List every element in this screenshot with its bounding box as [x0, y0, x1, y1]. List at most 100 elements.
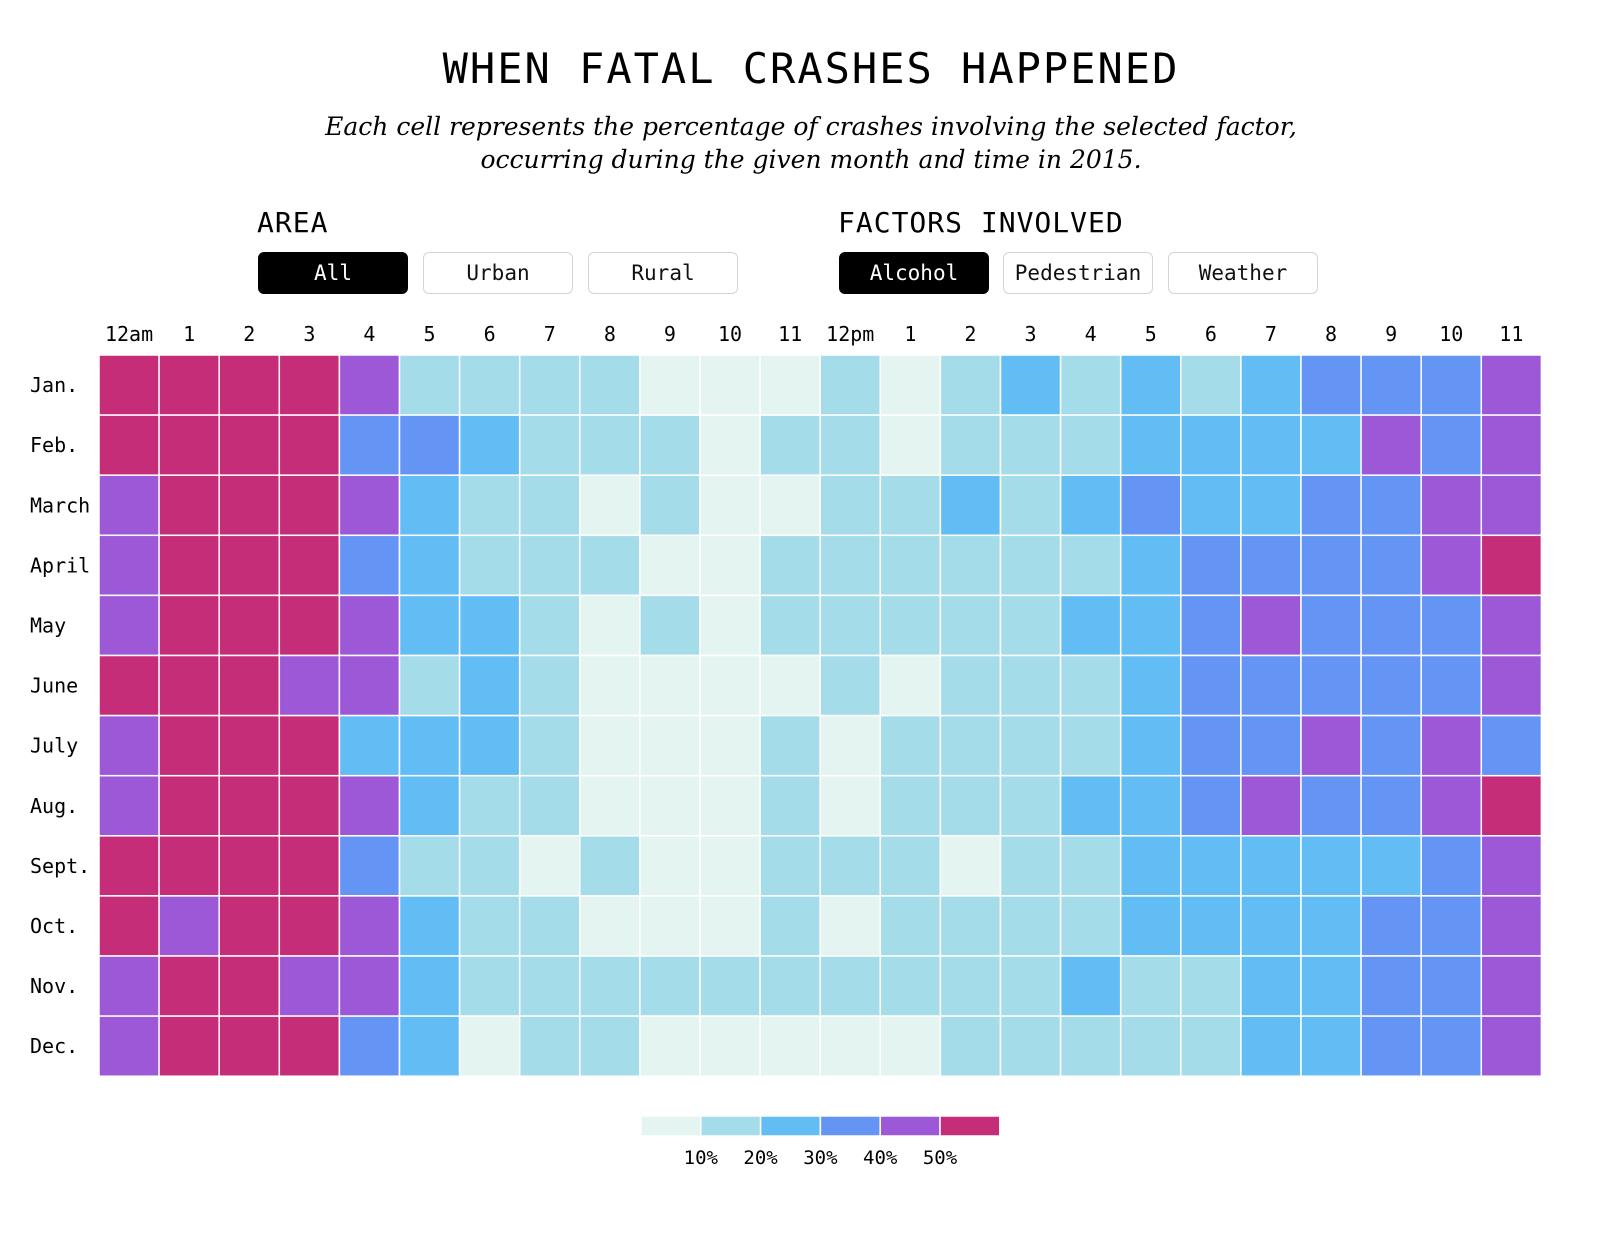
heatmap-cell [639, 1015, 701, 1077]
heatmap-cell [1119, 774, 1182, 837]
heatmap-cell [1059, 414, 1122, 476]
heatmap-cell [699, 354, 761, 416]
heatmap-cell [458, 414, 521, 476]
x-tick-label: 8 [1325, 322, 1337, 346]
heatmap-cell [939, 354, 1002, 416]
heatmap-cell [518, 955, 581, 1017]
heatmap-cell [819, 895, 882, 957]
heatmap-cell [98, 955, 160, 1017]
heatmap-cell [1119, 354, 1182, 416]
heatmap-cell [1180, 534, 1242, 597]
heatmap-cell [338, 1015, 401, 1077]
heatmap-cell [699, 774, 761, 837]
x-tick-label: 7 [1265, 322, 1277, 346]
heatmap-cell [98, 714, 160, 777]
heatmap-cell [999, 955, 1062, 1017]
heatmap-cell [1240, 1015, 1302, 1077]
heatmap-cell [879, 654, 942, 717]
area-all-button[interactable]: All [258, 252, 408, 294]
area-label: AREA [257, 206, 329, 239]
heatmap-cell [1480, 594, 1543, 657]
heatmap-cell [999, 534, 1062, 597]
heatmap-cell [1059, 895, 1122, 957]
heatmap-cell [999, 594, 1062, 657]
heatmap-cell [278, 534, 341, 597]
heatmap-cell [338, 895, 401, 957]
heatmap-cell [1240, 654, 1302, 717]
heatmap-cell [1119, 474, 1182, 537]
heatmap-cell [218, 835, 281, 897]
heatmap-cell [98, 534, 160, 597]
heatmap-cell [579, 474, 641, 537]
heatmap-cell [158, 835, 220, 897]
heatmap-cell [579, 955, 641, 1017]
heatmap-cell [98, 895, 160, 957]
y-tick-label: May [30, 613, 66, 637]
x-tick-label: 3 [303, 322, 315, 346]
heatmap-cell [458, 774, 521, 837]
heatmap-cell [1300, 955, 1362, 1017]
heatmap-cell [338, 474, 401, 537]
heatmap-cell [218, 1015, 281, 1077]
heatmap-cell [1240, 414, 1302, 476]
heatmap-cell [879, 354, 942, 416]
heatmap-cell [458, 354, 521, 416]
heatmap-cell [1059, 654, 1122, 717]
heatmap-cell [819, 594, 882, 657]
heatmap-cell [1119, 534, 1182, 597]
heatmap-cell [1240, 354, 1302, 416]
heatmap-cell [759, 654, 821, 717]
heatmap-cell [999, 774, 1062, 837]
heatmap-cell [398, 534, 461, 597]
heatmap-cell [1360, 1015, 1422, 1077]
heatmap-cell [338, 414, 401, 476]
heatmap-cell [278, 594, 341, 657]
heatmap-cell [1180, 895, 1242, 957]
heatmap-cell [1300, 835, 1362, 897]
heatmap-cell [759, 774, 821, 837]
heatmap-cell [999, 474, 1062, 537]
legend-swatch [700, 1115, 762, 1137]
heatmap-cell [398, 714, 461, 777]
heatmap-cell [939, 594, 1002, 657]
area-rural-button[interactable]: Rural [588, 252, 738, 294]
heatmap-cell [1300, 654, 1362, 717]
factor-alcohol-button[interactable]: Alcohol [839, 252, 989, 294]
heatmap-cell [999, 835, 1062, 897]
x-tick-label: 1 [183, 322, 195, 346]
heatmap-cell [218, 895, 281, 957]
heatmap-cell [759, 714, 821, 777]
heatmap-cell [579, 414, 641, 476]
chart-title: WHEN FATAL CRASHES HAPPENED [442, 44, 1180, 93]
heatmap-cell [759, 474, 821, 537]
heatmap-cell [1420, 654, 1483, 717]
heatmap-cell [1180, 835, 1242, 897]
heatmap-cell [1059, 955, 1122, 1017]
heatmap-cell [939, 895, 1002, 957]
heatmap-cell [398, 774, 461, 837]
heatmap-cell [1300, 1015, 1362, 1077]
area-urban-button[interactable]: Urban [423, 252, 573, 294]
heatmap-cell [1119, 1015, 1182, 1077]
heatmap-cell [939, 835, 1002, 897]
heatmap-cell [1360, 714, 1422, 777]
heatmap-cell [939, 534, 1002, 597]
heatmap-cell [579, 354, 641, 416]
heatmap-cell [398, 895, 461, 957]
heatmap-cell [458, 835, 521, 897]
heatmap-cell [518, 654, 581, 717]
heatmap-cell [639, 774, 701, 837]
heatmap-cell [158, 474, 220, 537]
heatmap-cell [939, 714, 1002, 777]
heatmap-cell [98, 354, 160, 416]
heatmap-cell [939, 774, 1002, 837]
heatmap-cell [1059, 1015, 1122, 1077]
heatmap-cell [819, 474, 882, 537]
factor-weather-button[interactable]: Weather [1168, 252, 1318, 294]
x-tick-label: 11 [1499, 322, 1523, 346]
heatmap-cell [1180, 774, 1242, 837]
heatmap-cell [338, 774, 401, 837]
heatmap-cell [1240, 474, 1302, 537]
heatmap-cell [639, 534, 701, 597]
factor-pedestrian-button[interactable]: Pedestrian [1003, 252, 1153, 294]
